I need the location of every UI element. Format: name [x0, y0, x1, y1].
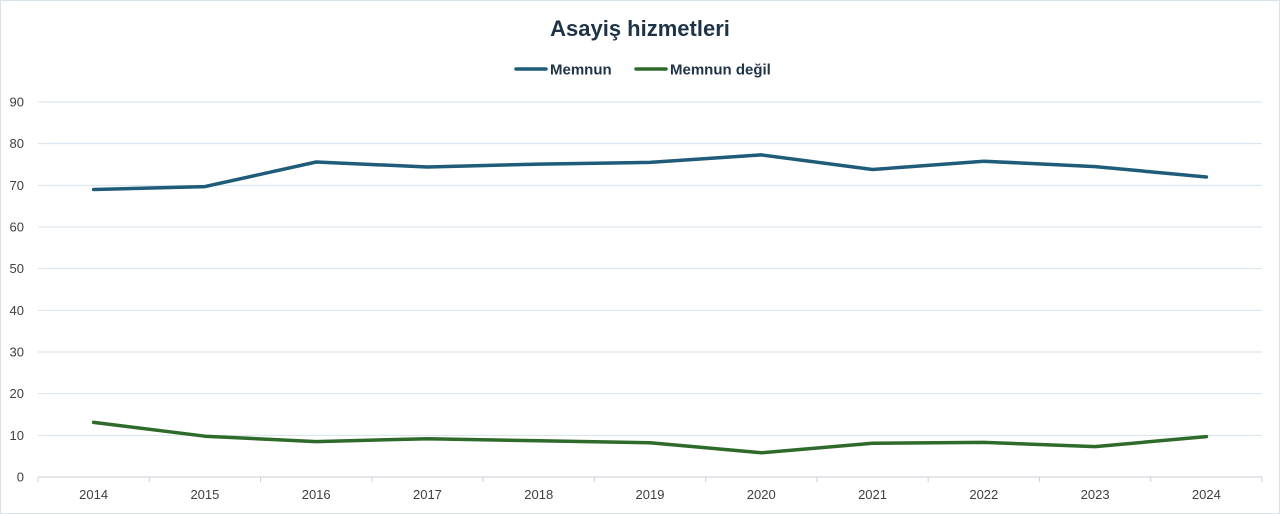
x-tick-label: 2014	[79, 487, 108, 502]
x-tick-label: 2017	[413, 487, 442, 502]
gridlines	[38, 101, 1262, 436]
y-tick-label: 50	[10, 261, 24, 276]
y-tick-label: 20	[10, 386, 24, 401]
y-tick-label: 70	[10, 178, 24, 193]
x-tick-label: 2022	[969, 487, 998, 502]
legend: Memnun Memnun değil	[514, 62, 771, 79]
y-tick-label: 60	[10, 220, 24, 235]
x-tick-label: 2020	[747, 487, 776, 502]
x-axis: 2014 2015 2016 2017 2018 2019 2020 2021 2022 2023…	[37, 476, 1263, 502]
x-tick-label: 2015	[190, 487, 219, 502]
x-tick-label: 2018	[524, 487, 553, 502]
legend-label: Memnun	[550, 62, 612, 79]
y-tick-label: 30	[10, 345, 24, 360]
x-tick-label: 2023	[1081, 487, 1110, 502]
y-tick-label: 10	[10, 428, 24, 443]
legend-label: Memnun değil	[670, 62, 771, 79]
series-line-memnun	[91, 153, 1209, 192]
chart-title: Asayiş hizmetleri	[550, 16, 730, 41]
series-lines	[91, 153, 1209, 455]
x-tick-label: 2021	[858, 487, 887, 502]
y-tick-label: 90	[10, 95, 24, 110]
y-axis-ticks: 0 10 20 30 40 50 60 70 80 90	[10, 95, 24, 485]
y-tick-label: 0	[17, 470, 24, 485]
x-tick-label: 2024	[1192, 487, 1221, 502]
x-tick-label: 2016	[302, 487, 331, 502]
y-tick-label: 80	[10, 136, 24, 151]
x-tick-label: 2019	[636, 487, 665, 502]
series-line-memnun-degil	[91, 420, 1209, 455]
y-tick-label: 40	[10, 303, 24, 318]
